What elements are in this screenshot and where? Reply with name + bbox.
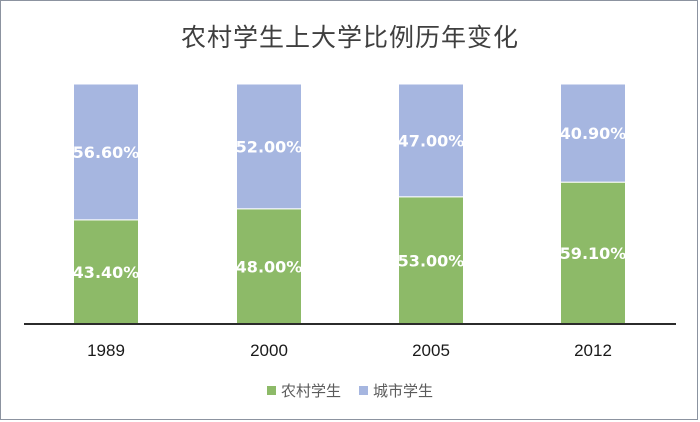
bar-rural-2012 [560,181,626,325]
x-tick-label-2012: 2012 [574,341,612,360]
legend-label-rural: 农村学生 [280,382,341,400]
legend-swatch-urban [359,386,368,395]
legend-item-urban: 城市学生 [359,380,433,401]
bar-urban-2012 [560,83,626,183]
data-label-urban-2012: 40.90% [560,124,627,143]
x-tick-label-1989: 1989 [87,341,125,360]
x-tick-label-2005: 2005 [412,341,450,360]
data-label-urban-2005: 47.00% [398,131,465,150]
data-label-urban-1989: 56.60% [73,143,140,162]
legend: 农村学生 城市学生 [0,380,700,401]
legend-swatch-rural [266,386,276,395]
data-label-rural-2000: 48.00% [236,257,303,276]
data-label-rural-2005: 53.00% [398,251,465,270]
x-tick-label-2000: 2000 [250,341,288,360]
legend-item-rural: 农村学生 [266,380,341,401]
bar-urban-2005 [398,83,464,198]
data-label-rural-1989: 43.40% [73,263,140,282]
chart-title: 农村学生上大学比例历年变化 [180,23,519,52]
bar-urban-2000 [236,83,302,210]
bar-urban-1989 [73,83,139,221]
data-label-urban-2000: 52.00% [236,137,303,156]
data-label-rural-2012: 59.10% [560,244,627,263]
legend-label-urban: 城市学生 [373,382,434,400]
